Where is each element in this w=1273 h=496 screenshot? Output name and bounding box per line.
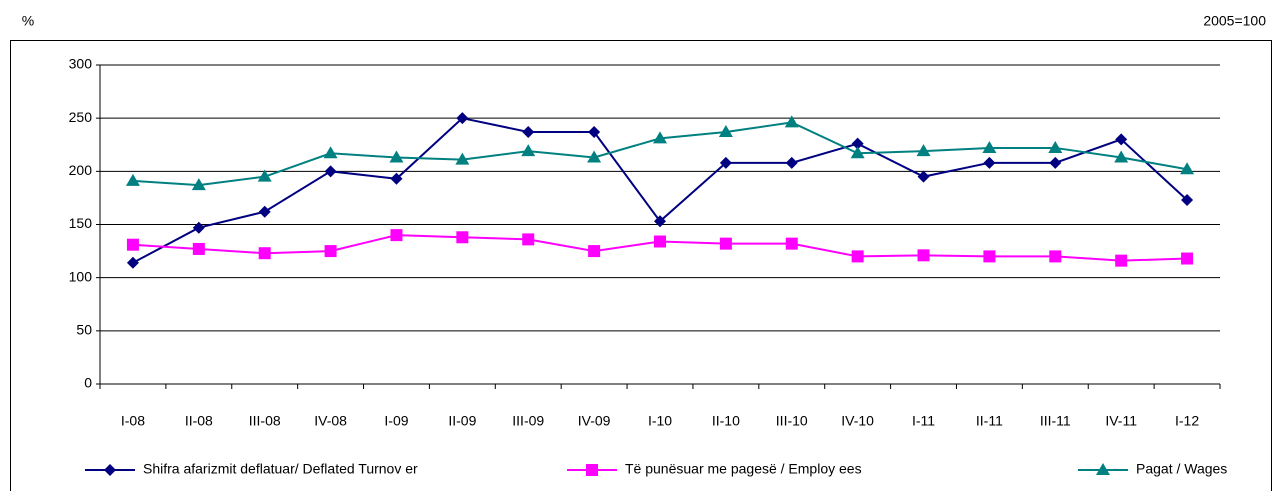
marker	[126, 238, 139, 251]
marker	[192, 221, 205, 234]
marker	[654, 235, 666, 248]
marker	[522, 233, 535, 246]
marker	[718, 124, 733, 137]
y-tick-label: 300	[69, 56, 93, 72]
legend-label: Të punësuar me pagesë / Employ ees	[625, 461, 862, 477]
marker	[983, 156, 996, 169]
marker	[258, 205, 271, 218]
marker	[785, 156, 798, 169]
frame	[10, 40, 1272, 496]
x-tick-label: IV-10	[841, 413, 874, 429]
x-tick-label: III-09	[512, 413, 544, 429]
marker	[654, 215, 666, 228]
legend-label: Shifra afarizmit deflatuar/ Deflated Tur…	[143, 461, 418, 477]
marker	[389, 150, 404, 163]
marker	[983, 250, 996, 263]
marker	[1114, 150, 1129, 163]
y-tick-label: 250	[69, 109, 93, 125]
marker	[1049, 250, 1062, 263]
marker	[851, 250, 864, 263]
x-tick-label: IV-08	[314, 413, 347, 429]
marker	[323, 146, 338, 159]
x-tick-label: II-11	[976, 413, 1003, 429]
marker	[653, 131, 667, 144]
x-tick-label: II-08	[185, 413, 213, 429]
y-tick-label: 150	[69, 215, 93, 231]
marker	[1049, 156, 1062, 169]
x-tick-label: II-10	[712, 413, 740, 429]
marker	[521, 144, 536, 157]
marker	[1096, 463, 1110, 475]
marker	[719, 237, 732, 250]
x-tick-label: III-10	[776, 413, 808, 429]
marker	[916, 144, 931, 157]
y-tick-label: 200	[69, 162, 93, 178]
x-tick-label: I-11	[912, 413, 935, 429]
x-tick-label: III-08	[249, 413, 281, 429]
marker	[982, 140, 997, 153]
legend-label: Pagat / Wages	[1136, 461, 1227, 477]
marker	[257, 169, 272, 182]
marker	[455, 152, 470, 165]
marker	[917, 170, 930, 183]
marker	[1180, 162, 1195, 175]
marker	[126, 256, 139, 269]
x-tick-label: I-09	[384, 413, 408, 429]
marker	[1115, 133, 1128, 146]
marker	[1115, 254, 1128, 267]
marker	[104, 464, 116, 476]
x-tick-label: III-11	[1040, 413, 1071, 429]
marker	[1181, 194, 1194, 207]
marker	[125, 173, 140, 186]
marker	[850, 146, 865, 159]
marker	[324, 165, 337, 178]
marker	[719, 156, 732, 169]
marker	[390, 229, 403, 242]
marker	[917, 249, 930, 262]
y-tick-label: 50	[76, 322, 92, 338]
x-tick-label: IV-11	[1105, 413, 1137, 429]
x-tick-label: I-10	[648, 413, 672, 429]
y-tick-label: 100	[69, 268, 93, 284]
x-tick-label: II-09	[448, 413, 476, 429]
marker	[784, 115, 799, 128]
marker	[586, 464, 598, 476]
marker	[192, 242, 205, 255]
marker	[785, 237, 798, 250]
x-tick-label: IV-09	[578, 413, 611, 429]
marker	[587, 150, 602, 163]
x-tick-label: I-08	[121, 413, 145, 429]
marker	[191, 178, 206, 191]
marker	[324, 245, 337, 258]
marker	[1048, 140, 1063, 153]
marker	[1181, 252, 1194, 265]
x-tick-label: I-12	[1175, 413, 1199, 429]
marker	[456, 231, 469, 244]
marker	[851, 137, 864, 150]
marker	[258, 247, 271, 260]
y-label: %	[22, 13, 34, 29]
y-tick-label: 0	[84, 375, 92, 391]
marker	[522, 125, 535, 138]
marker	[588, 125, 601, 138]
marker	[390, 172, 403, 185]
marker	[456, 112, 469, 125]
marker	[588, 245, 601, 258]
note: 2005=100	[1203, 13, 1266, 29]
